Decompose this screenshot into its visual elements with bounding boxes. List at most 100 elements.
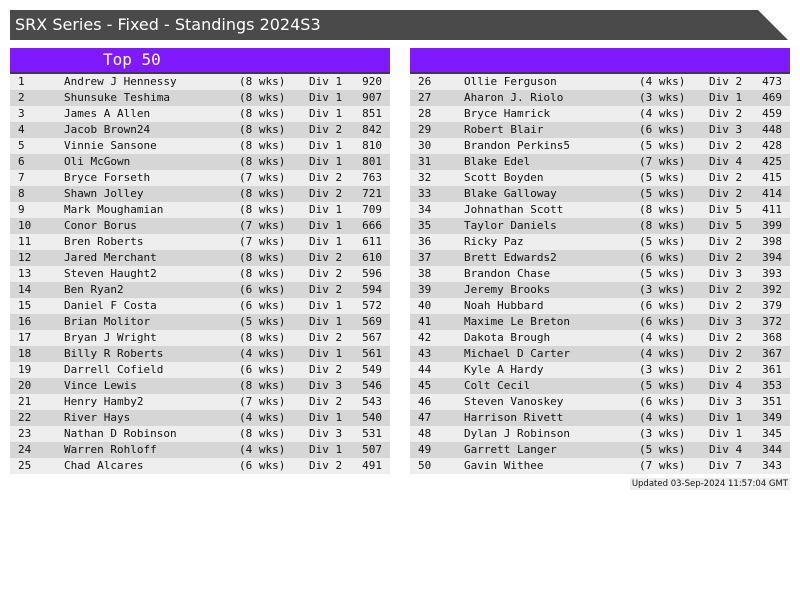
rank: 21 [18,395,32,408]
table-row: 37 Brett Edwards2 (6 wks) Div 2 394 [410,250,790,266]
division: Div 2 [309,459,343,472]
rank: 4 [18,123,25,136]
division: Div 1 [309,139,343,152]
points: 572 [362,299,382,312]
points: 415 [762,171,782,184]
points: 567 [362,331,382,344]
points: 561 [362,347,382,360]
driver-name: Jeremy Brooks [464,283,551,296]
division: Div 5 [709,219,743,232]
driver-name: Nathan D Robinson [64,427,177,440]
panel-header [410,48,790,74]
division: Div 2 [309,331,343,344]
page-title: SRX Series - Fixed - Standings 2024S3 [15,15,321,34]
weeks: (6 wks) [639,395,686,408]
division: Div 2 [709,187,743,200]
division: Div 2 [709,107,743,120]
points: 549 [362,363,382,376]
rank: 44 [418,363,432,376]
rank: 23 [18,427,32,440]
division: Div 2 [309,267,343,280]
table-row: 38 Brandon Chase (5 wks) Div 3 393 [410,266,790,282]
points: 907 [362,91,382,104]
division: Div 2 [309,395,343,408]
table-row: 20 Vince Lewis (8 wks) Div 3 546 [10,378,390,394]
points: 398 [762,235,782,248]
division: Div 5 [709,203,743,216]
points: 507 [362,443,382,456]
table-row: 11 Bren Roberts (7 wks) Div 1 611 [10,234,390,250]
points: 851 [362,107,382,120]
weeks: (5 wks) [639,443,686,456]
points: 448 [762,123,782,136]
division: Div 1 [709,427,743,440]
rank: 1 [18,75,25,88]
rank: 20 [18,379,32,392]
driver-name: Bryce Forseth [64,171,151,184]
points: 349 [762,411,782,424]
driver-name: Bryce Hamrick [464,107,551,120]
points: 368 [762,331,782,344]
page-title-bar: SRX Series - Fixed - Standings 2024S3 [10,10,788,40]
table-row: 30 Brandon Perkins5 (5 wks) Div 2 428 [410,138,790,154]
division: Div 7 [709,459,743,472]
rank: 22 [18,411,32,424]
driver-name: Chad Alcares [64,459,144,472]
division: Div 2 [309,251,343,264]
division: Div 3 [709,395,743,408]
weeks: (6 wks) [239,283,286,296]
weeks: (4 wks) [239,443,286,456]
points: 394 [762,251,782,264]
table-row: 29 Robert Blair (6 wks) Div 3 448 [410,122,790,138]
rank: 42 [418,331,432,344]
weeks: (7 wks) [239,219,286,232]
driver-name: Conor Borus [64,219,137,232]
table-row: 34 Johnathan Scott (8 wks) Div 5 411 [410,202,790,218]
weeks: (8 wks) [239,203,286,216]
weeks: (8 wks) [239,139,286,152]
driver-name: Garrett Langer [464,443,557,456]
table-row: 22 River Hays (4 wks) Div 1 540 [10,410,390,426]
table-row: 46 Steven Vanoskey (6 wks) Div 3 351 [410,394,790,410]
points: 611 [362,235,382,248]
division: Div 1 [309,155,343,168]
driver-name: Brandon Perkins5 [464,139,570,152]
driver-name: Steven Haught2 [64,267,157,280]
table-row: 7 Bryce Forseth (7 wks) Div 2 763 [10,170,390,186]
division: Div 2 [309,283,343,296]
table-row: 50 Gavin Withee (7 wks) Div 7 343 [410,458,790,474]
division: Div 1 [309,235,343,248]
driver-name: Michael D Carter [464,347,570,360]
weeks: (5 wks) [639,235,686,248]
division: Div 2 [709,363,743,376]
rank: 25 [18,459,32,472]
weeks: (8 wks) [239,155,286,168]
driver-name: Robert Blair [464,123,544,136]
weeks: (8 wks) [639,203,686,216]
weeks: (5 wks) [639,171,686,184]
driver-name: Jacob Brown24 [64,123,151,136]
weeks: (7 wks) [639,155,686,168]
rank: 14 [18,283,32,296]
weeks: (8 wks) [239,123,286,136]
points: 473 [762,75,782,88]
driver-name: Shawn Jolley [64,187,144,200]
division: Div 3 [309,427,343,440]
weeks: (7 wks) [639,459,686,472]
weeks: (7 wks) [239,235,286,248]
driver-name: Dylan J Robinson [464,427,570,440]
driver-name: Oli McGown [64,155,131,168]
table-row: 5 Vinnie Sansone (8 wks) Div 1 810 [10,138,390,154]
table-row: 13 Steven Haught2 (8 wks) Div 2 596 [10,266,390,282]
points: 610 [362,251,382,264]
division: Div 1 [309,91,343,104]
driver-name: Blake Edel [464,155,531,168]
division: Div 1 [309,203,343,216]
rank: 3 [18,107,25,120]
points: 459 [762,107,782,120]
rank: 41 [418,315,432,328]
driver-name: Dakota Brough [464,331,551,344]
division: Div 3 [709,123,743,136]
division: Div 2 [709,251,743,264]
driver-name: Colt Cecil [464,379,531,392]
